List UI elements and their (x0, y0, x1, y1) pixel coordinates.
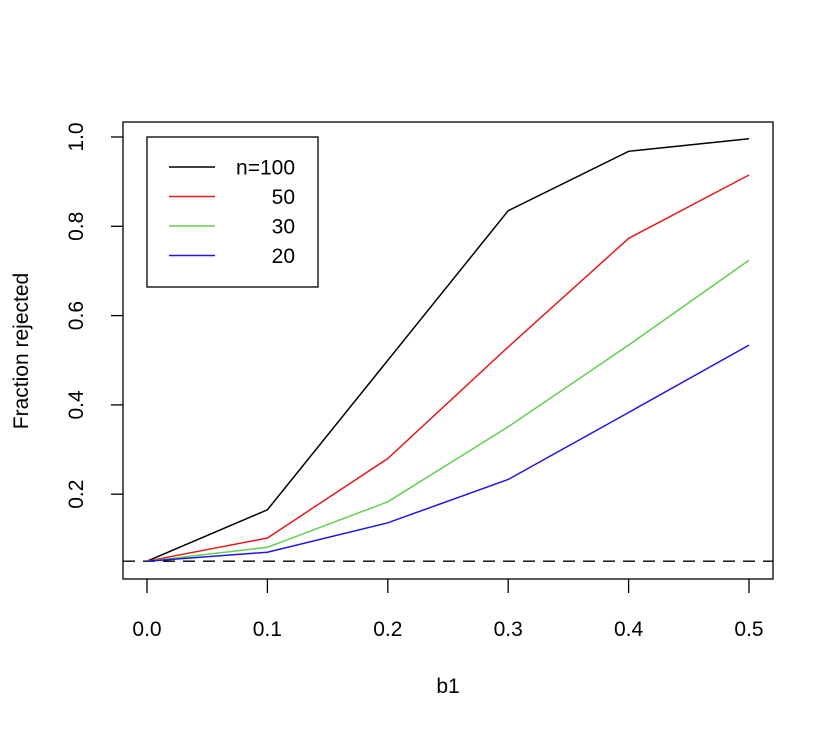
y-tick-label: 0.6 (65, 301, 88, 330)
legend-box (146, 136, 319, 288)
x-tick-label: 0.5 (734, 618, 763, 641)
series-line-n-100 (146, 138, 750, 562)
y-tick-label: 0.8 (65, 212, 88, 241)
y-tick-label: 0.2 (65, 480, 88, 509)
series-line-30 (146, 259, 750, 562)
y-tick-label: 0.4 (65, 390, 88, 420)
x-axis-label: b1 (436, 675, 459, 698)
y-tick-label: 1.0 (65, 122, 88, 151)
data-series (146, 138, 750, 562)
x-tick-label: 0.2 (373, 618, 402, 641)
legend-label: 50 (272, 186, 295, 209)
legend: n=100 50 30 20 (146, 136, 319, 288)
legend-label: 20 (272, 245, 295, 268)
x-tick-label: 0.3 (494, 618, 523, 641)
y-axis-label: Fraction rejected (10, 273, 33, 429)
legend-label: n=100 (236, 157, 295, 180)
x-tick-label: 0.1 (253, 618, 282, 641)
plot-frame (122, 121, 774, 580)
series-line-50 (146, 174, 750, 562)
x-tick-label: 0.0 (132, 618, 161, 641)
series-line-20 (146, 344, 750, 562)
legend-label: 30 (272, 216, 295, 239)
y-axis: 0.2 0.4 0.6 0.8 1.0 (65, 122, 123, 509)
x-tick-label: 0.4 (614, 618, 644, 641)
x-axis: 0.0 0.1 0.2 0.3 0.4 0.5 (132, 579, 764, 641)
